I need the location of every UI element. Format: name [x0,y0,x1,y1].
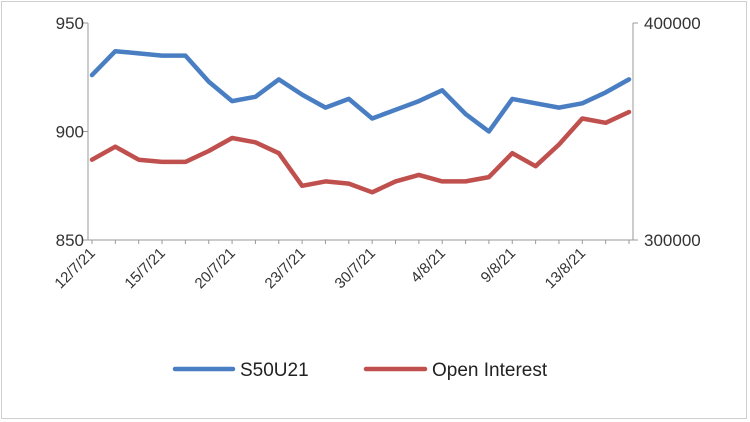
left-tick-label: 850 [56,231,84,250]
left-tick-label: 900 [56,123,84,142]
right-tick-label: 400000 [644,14,701,33]
series-line-2 [89,109,632,195]
legend-label-2: Open Interest [432,360,548,381]
legend: S50U21 Open Interest [172,360,548,381]
x-tick-labels: 12/7/21 15/7/21 20/7/21 23/7/21 30/7/21 4/8/2… [51,245,589,292]
series-layer [89,48,632,195]
right-tick-label: 300000 [644,231,701,250]
x-tick-label: 9/8/21 [478,245,520,287]
left-tick-label: 950 [56,14,84,33]
series-line-1 [89,48,632,134]
x-tick-label: 23/7/21 [262,245,309,292]
x-tick-label: 15/7/21 [121,245,168,292]
x-tick-label: 4/8/21 [408,245,450,287]
legend-label-1: S50U21 [240,360,309,381]
x-tick-label: 30/7/21 [332,245,379,292]
axes: 850 900 950 300000 400000 [56,14,701,250]
x-tick-label: 20/7/21 [192,245,239,292]
x-tick-label: 13/8/21 [542,245,589,292]
x-tick-label: 12/7/21 [51,245,98,292]
